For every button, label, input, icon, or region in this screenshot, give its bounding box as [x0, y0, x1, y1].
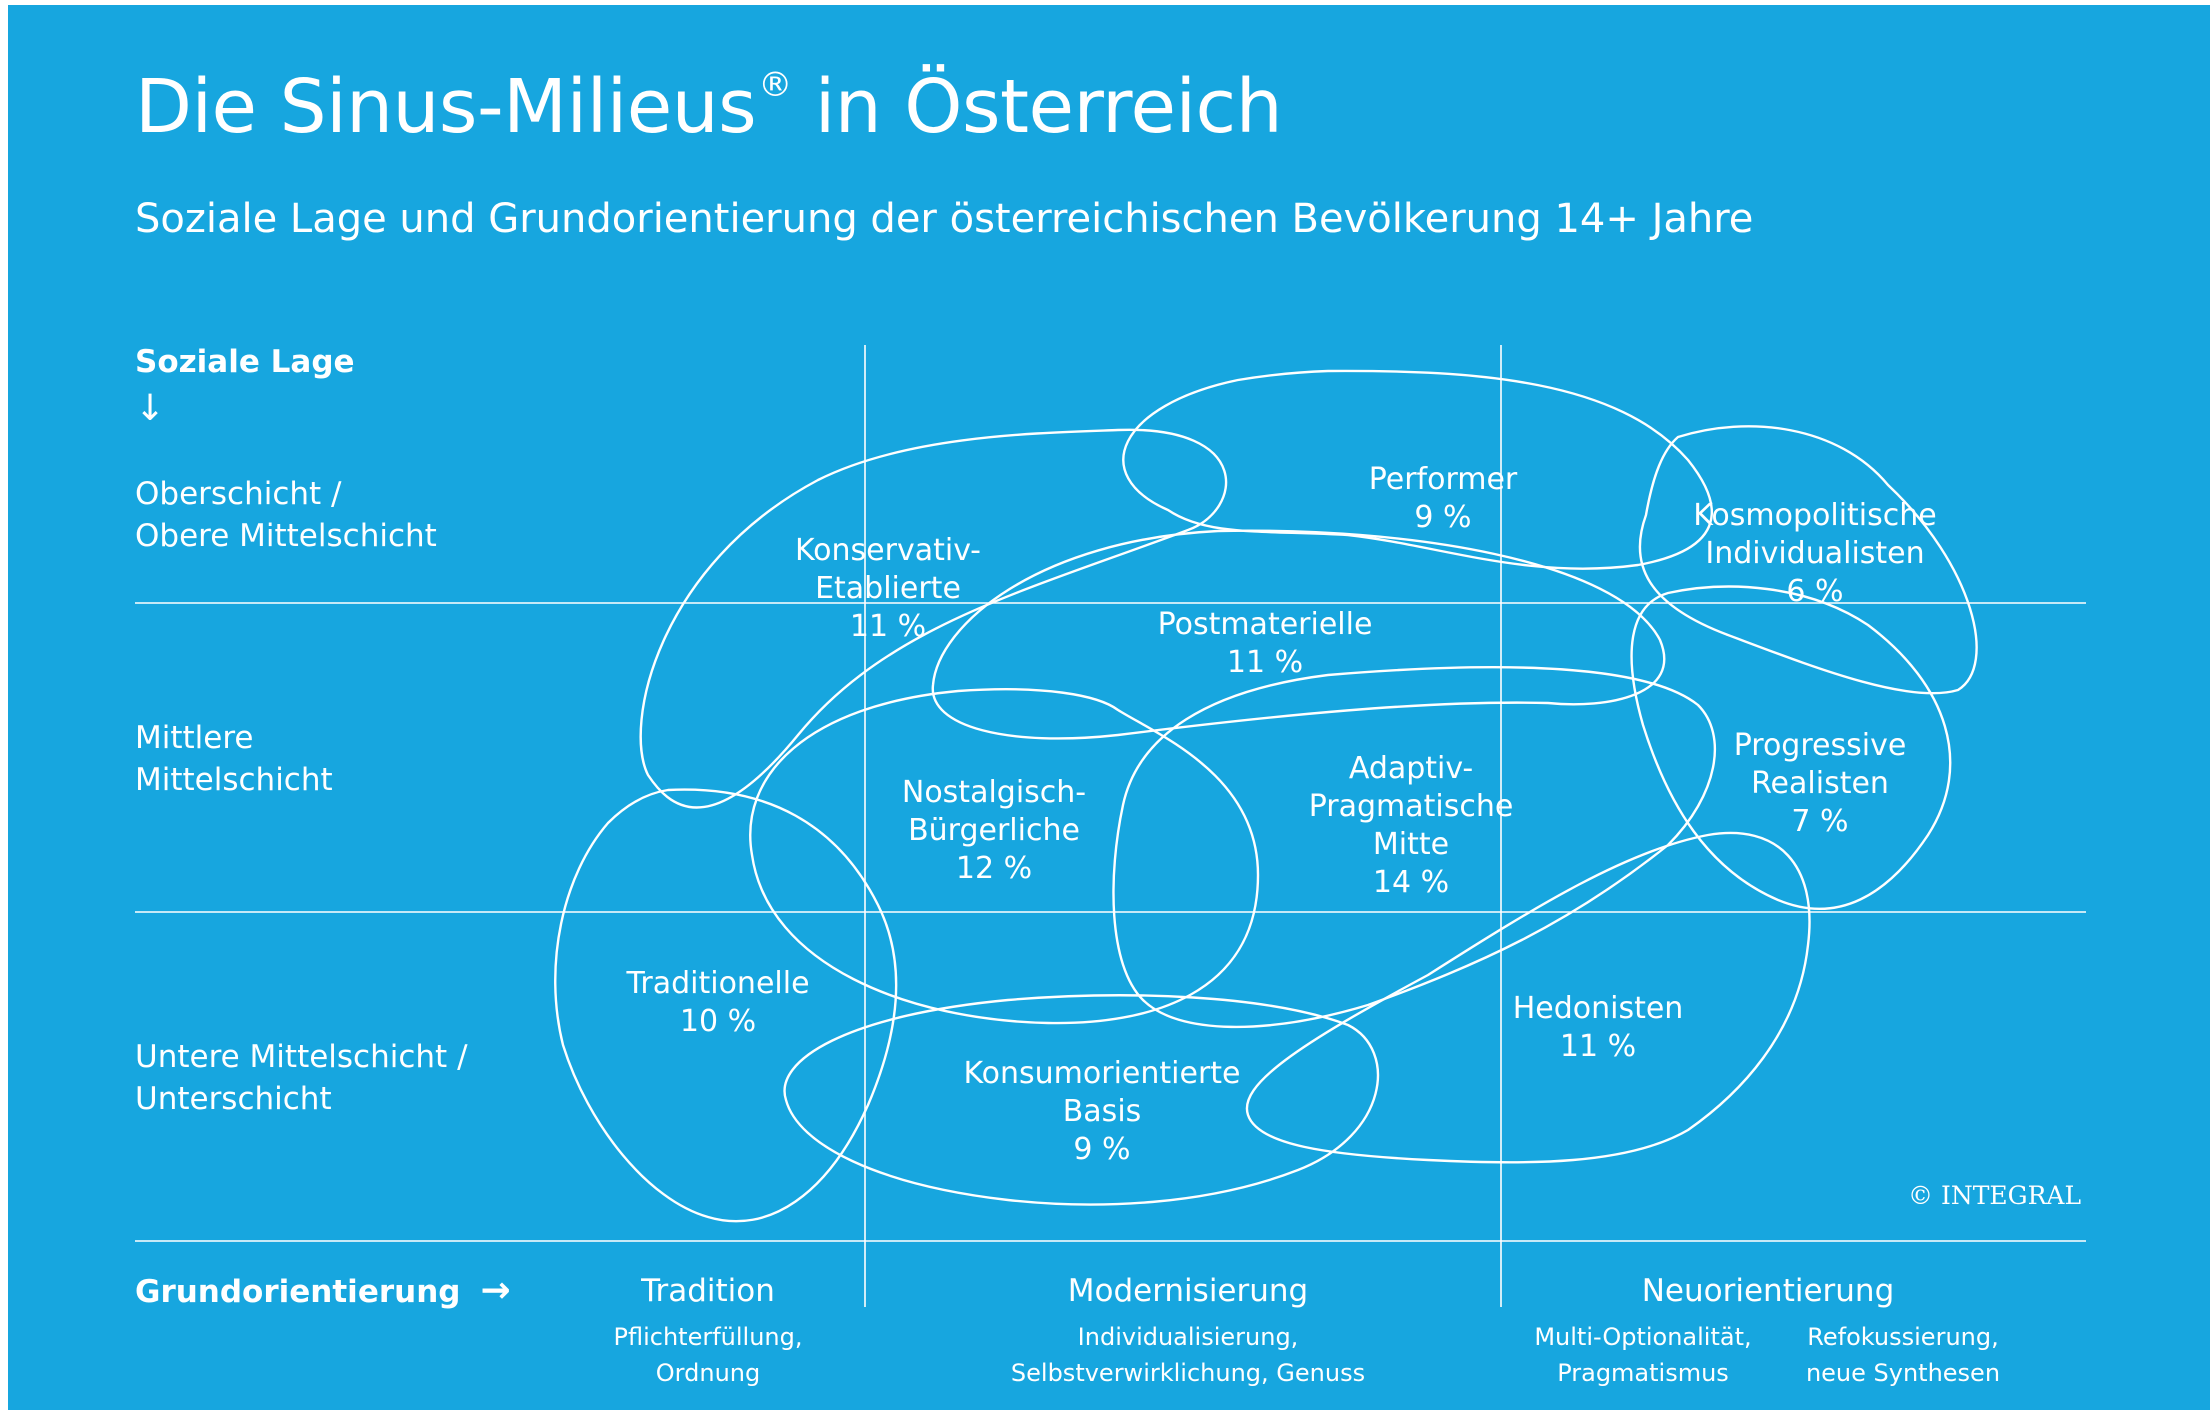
milieu-map: Konservativ-Etablierte 11 % Performer 9 % … — [135, 345, 2086, 1307]
registered-mark: ® — [758, 65, 792, 105]
outline-progressive-realisten — [1630, 585, 1952, 910]
outline-nostalgisch-buergerliche — [749, 688, 1260, 1025]
label-line: Individualisten — [1705, 536, 1924, 571]
label-value: 12 % — [956, 851, 1032, 886]
label-line: Pragmatische — [1309, 789, 1514, 824]
label-value: 9 % — [1414, 500, 1471, 535]
milieu-label-progressive-realisten: Progressive Realisten 7 % — [1734, 728, 1907, 839]
label-value: 7 % — [1791, 804, 1848, 839]
x-axis-title-text: Grundorientierung — [135, 1274, 461, 1310]
page-title: Die Sinus-Milieus® in Österreich — [135, 61, 1283, 153]
milieu-labels: Konservativ-Etablierte 11 % Performer 9 % … — [625, 462, 1936, 1167]
label-line: Realisten — [1751, 766, 1889, 801]
milieu-label-kosmopolitische-individualisten: Kosmopolitische Individualisten 6 % — [1693, 498, 1937, 609]
label-line: Adaptiv- — [1349, 751, 1473, 786]
column-sub-refokussierung: Refokussierung, neue Synthesen — [1778, 1319, 2028, 1391]
column-sub-line: Pflichterfüllung, — [613, 1323, 803, 1351]
title-main: Die Sinus-Milieus — [135, 64, 757, 150]
outline-postmaterielle — [931, 529, 1666, 740]
column-sub-multi-optionalitaet: Multi-Optionalität, Pragmatismus — [1523, 1319, 1763, 1391]
row-label-line: Oberschicht / — [135, 476, 342, 512]
label-line: Mitte — [1373, 827, 1449, 862]
milieu-label-performer: Performer 9 % — [1369, 462, 1518, 535]
sinus-milieus-panel: Die Sinus-Milieus® in Österreich Soziale… — [8, 5, 2210, 1410]
milieu-label-postmaterielle: Postmaterielle 11 % — [1158, 607, 1373, 680]
outline-hedonisten — [1245, 831, 1811, 1164]
row-label-line: Unterschicht — [135, 1081, 332, 1117]
column-sub-line: Pragmatismus — [1557, 1359, 1729, 1387]
column-sub-line: Multi-Optionalität, — [1534, 1323, 1752, 1351]
label-value: 11 % — [1227, 645, 1303, 680]
column-sub-line: Refokussierung, — [1807, 1323, 1999, 1351]
column-sub-line: Individualisierung, — [1077, 1323, 1299, 1351]
column-tradition: Tradition Pflichterfüllung, Ordnung — [568, 1271, 848, 1391]
arrow-down-icon: ↓ — [135, 388, 166, 429]
copyright-note: © INTEGRAL — [1908, 1181, 2082, 1210]
row-label-unterschicht: Untere Mittelschicht / Unterschicht — [135, 1036, 495, 1120]
column-sub-line: Ordnung — [655, 1359, 761, 1387]
label-value: 14 % — [1373, 865, 1449, 900]
row-label-line: Mittelschicht — [135, 762, 333, 798]
label-line: Performer — [1369, 462, 1518, 497]
label-value: 11 % — [850, 609, 926, 644]
label-value: 10 % — [680, 1004, 756, 1039]
row-label-line: Mittlere — [135, 720, 254, 756]
milieu-label-konsumorientierte-basis: Konsumorientierte Basis 9 % — [963, 1056, 1240, 1167]
milieu-outlines — [554, 369, 1978, 1223]
outline-adaptiv-pragmatische-mitte — [1112, 666, 1717, 1029]
title-tail: in Österreich — [791, 64, 1283, 150]
label-line: Basis — [1063, 1094, 1142, 1129]
page-subtitle: Soziale Lage und Grundorientierung der ö… — [135, 196, 1754, 242]
outline-kosmopolitische-individualisten — [1638, 425, 1978, 695]
outline-konservativ-etablierte — [639, 428, 1228, 809]
row-label-mittelschicht: Mittlere Mittelschicht — [135, 717, 495, 801]
row-label-line: Untere Mittelschicht / — [135, 1039, 468, 1075]
column-sub-line: Selbstverwirklichung, Genuss — [1010, 1359, 1366, 1387]
outline-traditionelle — [554, 788, 898, 1223]
label-line: Postmaterielle — [1158, 607, 1373, 642]
milieu-label-adaptiv-pragmatische-mitte: Adaptiv-Pragmatische Mitte 14 % — [1309, 751, 1514, 900]
milieu-label-hedonisten: Hedonisten 11 % — [1513, 991, 1684, 1064]
outline-konsumorientierte-basis — [783, 994, 1380, 1206]
column-sub-line: neue Synthesen — [1805, 1359, 2001, 1387]
label-value: 11 % — [1560, 1029, 1636, 1064]
label-line: Bürgerliche — [908, 813, 1080, 848]
column-head-modernisierung: Modernisierung — [1067, 1273, 1309, 1309]
column-head-tradition: Tradition — [641, 1273, 775, 1309]
label-line: Progressive — [1734, 728, 1907, 763]
row-label-line: Obere Mittelschicht — [135, 518, 437, 554]
label-line: Konsumorientierte — [963, 1056, 1240, 1091]
label-line: Traditionelle — [625, 966, 809, 1001]
milieu-label-konservativ-etablierte: Konservativ-Etablierte 11 % — [795, 533, 981, 644]
label-line: Hedonisten — [1513, 991, 1684, 1026]
label-line: Konservativ- — [795, 533, 981, 568]
arrow-right-icon: → — [480, 1270, 511, 1311]
grid-lines — [135, 345, 2086, 1307]
y-axis-title: Soziale Lage — [135, 344, 355, 380]
x-axis-title: Grundorientierung → — [135, 1271, 511, 1312]
label-line: Nostalgisch- — [902, 775, 1086, 810]
label-value: 9 % — [1073, 1132, 1130, 1167]
milieu-label-traditionelle: Traditionelle 10 % — [625, 966, 809, 1039]
column-head-neuorientierung: Neuorientierung — [1641, 1273, 1895, 1309]
label-value: 6 % — [1786, 574, 1843, 609]
label-line: Etablierte — [815, 571, 961, 606]
label-line: Kosmopolitische — [1693, 498, 1937, 533]
milieu-label-nostalgisch-buergerliche: Nostalgisch-Bürgerliche 12 % — [902, 775, 1086, 886]
column-modernisierung: Modernisierung Individualisierung, Selbs… — [988, 1271, 1388, 1391]
outline-performer — [1122, 369, 1713, 570]
row-label-oberschicht: Oberschicht / Obere Mittelschicht — [135, 473, 495, 557]
